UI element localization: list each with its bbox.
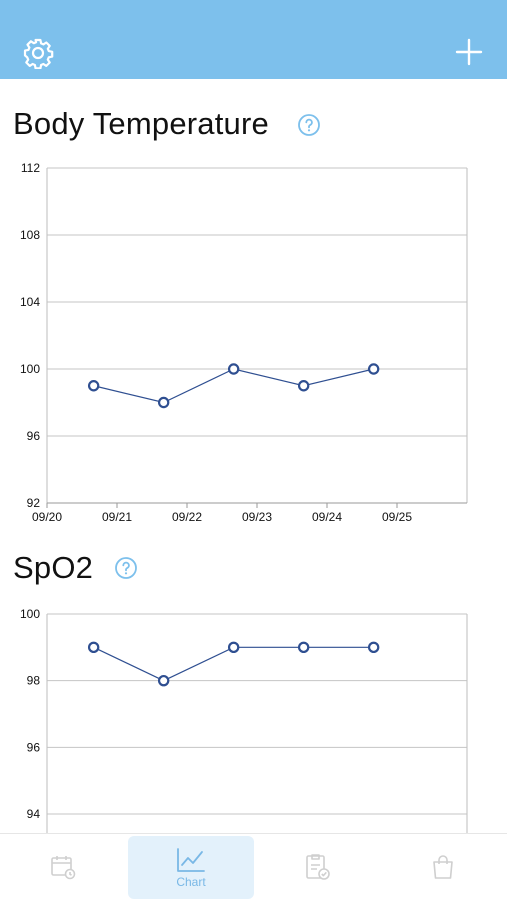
plus-icon[interactable] <box>454 37 484 67</box>
question-circle-icon[interactable] <box>297 113 321 137</box>
y-tick-label: 98 <box>27 674 41 688</box>
x-tick-label: 09/22 <box>172 510 202 524</box>
y-tick-label: 100 <box>20 362 40 376</box>
x-tick-label: 09/23 <box>242 510 272 524</box>
y-tick-label: 92 <box>27 496 41 510</box>
top-bar <box>0 0 507 79</box>
y-tick-label: 100 <box>20 607 40 621</box>
x-tick-label: 09/24 <box>312 510 342 524</box>
data-point <box>227 641 240 654</box>
x-tick-label: 09/21 <box>102 510 132 524</box>
body-temperature-chart: 92 96 100 104 108 112 09/20 09/21 09/22 09/23 09/2… <box>20 161 468 524</box>
question-circle-icon[interactable] <box>114 556 138 580</box>
y-tick-label: 96 <box>27 429 41 443</box>
data-point <box>297 380 310 392</box>
tab-bar: Chart <box>0 833 507 901</box>
data-point <box>87 380 100 392</box>
tab-chart[interactable]: Chart <box>128 836 254 899</box>
y-tick-label: 96 <box>27 740 41 754</box>
spo2-chart: 94 96 98 100 <box>20 607 468 833</box>
line-chart-icon <box>177 847 205 872</box>
x-tick-label: 09/25 <box>382 510 412 524</box>
y-tick-label: 94 <box>27 807 41 821</box>
x-tick-label: 09/20 <box>32 510 62 524</box>
data-point <box>367 363 380 375</box>
tab-label: Chart <box>176 874 206 889</box>
spo2-title: SpO2 <box>13 550 94 585</box>
body-temperature-title: Body Temperature <box>13 106 269 141</box>
data-point <box>157 674 170 687</box>
tab-calendar[interactable] <box>0 836 126 899</box>
data-point <box>87 641 100 654</box>
y-tick-label: 104 <box>20 295 40 309</box>
clipboard-check-icon <box>306 853 330 880</box>
data-point <box>227 363 240 375</box>
tab-records[interactable] <box>254 836 380 899</box>
data-point <box>157 396 170 409</box>
tab-shop[interactable] <box>380 836 506 899</box>
shopping-bag-icon <box>433 854 453 879</box>
y-tick-label: 108 <box>20 228 40 242</box>
data-point <box>367 641 380 654</box>
data-point <box>297 641 310 654</box>
calendar-icon <box>51 855 76 879</box>
y-tick-label: 112 <box>21 161 40 175</box>
gear-icon[interactable] <box>22 37 54 69</box>
